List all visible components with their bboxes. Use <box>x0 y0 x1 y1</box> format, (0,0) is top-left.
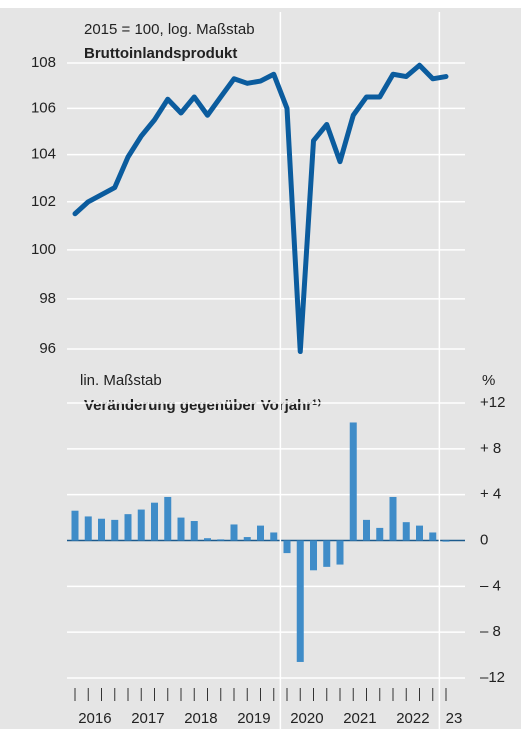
unit: % <box>482 372 495 389</box>
bar <box>402 522 410 541</box>
y-tick-label: + 4 <box>480 486 501 503</box>
bar <box>270 532 278 541</box>
bar <box>323 540 331 567</box>
bar <box>296 540 304 662</box>
bar <box>137 509 145 541</box>
bar <box>217 539 225 541</box>
bar <box>164 496 172 541</box>
top-subtitle: 2015 = 100, log. Maßstab <box>84 21 255 38</box>
bar <box>389 496 397 541</box>
bar <box>204 538 211 541</box>
bar <box>429 532 437 541</box>
x-tick-label: 2016 <box>78 710 111 727</box>
y-tick-label: –12 <box>480 669 505 686</box>
x-tick-label: 2018 <box>184 710 217 727</box>
bar <box>257 525 264 541</box>
bar <box>376 527 384 541</box>
bar <box>151 502 158 541</box>
bar <box>363 519 370 541</box>
y-tick-label: 0 <box>480 531 488 548</box>
y-tick-label: – 8 <box>480 623 501 640</box>
bar <box>243 537 251 541</box>
x-tick-label: 2017 <box>131 710 164 727</box>
y-tick-label: 104 <box>31 146 56 163</box>
x-tick-label: 2020 <box>290 710 323 727</box>
bar <box>310 540 317 571</box>
bar <box>283 540 291 554</box>
bar <box>71 510 79 541</box>
bottom-subtitle: lin. Maßstab <box>80 372 162 389</box>
y-tick-label: 102 <box>31 193 56 210</box>
x-tick-label: 2021 <box>343 710 376 727</box>
x-tick-label: 23 <box>446 710 463 727</box>
bar <box>230 524 238 541</box>
top-title: Bruttoinlandsprodukt <box>84 45 237 62</box>
y-tick-label: + 8 <box>480 440 501 457</box>
y-tick-label: 100 <box>31 241 56 258</box>
y-tick-label: 106 <box>31 99 56 116</box>
bar <box>84 516 92 541</box>
bar <box>177 517 185 541</box>
x-tick-label: 2022 <box>396 710 429 727</box>
line <box>72 62 449 355</box>
background <box>0 8 521 729</box>
bar <box>190 521 198 541</box>
y-tick-label: +12 <box>480 394 505 411</box>
y-tick-label: 98 <box>39 290 56 307</box>
y-tick-label: 108 <box>31 54 56 71</box>
x-tick-label: 2019 <box>237 710 270 727</box>
bar <box>111 519 119 541</box>
y-tick-label: 96 <box>39 340 56 357</box>
bar <box>349 422 357 541</box>
y-tick-label: – 4 <box>480 577 501 594</box>
bar <box>416 525 423 541</box>
bar <box>336 540 344 565</box>
bottom-title: Veränderung gegenüber Vorjahr¹⁾ <box>84 397 321 414</box>
bar <box>124 514 132 541</box>
bar <box>98 518 105 541</box>
bar <box>442 540 450 542</box>
